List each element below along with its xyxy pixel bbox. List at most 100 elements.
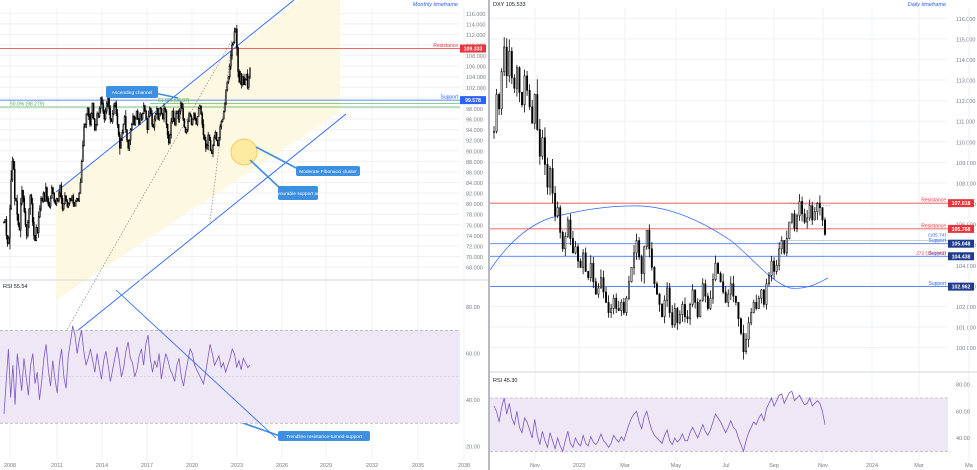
right-candle[interactable] [717, 262, 720, 274]
left-candle[interactable] [238, 71, 241, 83]
left-candle[interactable] [245, 73, 248, 80]
right-candle[interactable] [648, 229, 651, 250]
left-candle[interactable] [218, 137, 220, 146]
left-candle[interactable] [119, 134, 121, 149]
left-candle[interactable] [83, 126, 85, 146]
left-candle[interactable] [209, 139, 212, 152]
left-candle[interactable] [177, 110, 180, 120]
left-candle[interactable] [228, 65, 231, 78]
left-candle[interactable] [11, 161, 14, 181]
left-candle[interactable] [236, 28, 238, 48]
right-candle[interactable] [704, 283, 707, 297]
support-area-highlight[interactable] [230, 138, 258, 166]
left-candle[interactable] [147, 116, 150, 130]
right-candle[interactable] [666, 287, 669, 301]
right-candle[interactable] [551, 168, 554, 194]
left-candle[interactable] [80, 161, 83, 183]
right-candle[interactable] [765, 283, 768, 305]
left-candle[interactable] [46, 187, 48, 199]
left-candle[interactable] [4, 219, 6, 223]
left-candle[interactable] [237, 47, 239, 72]
right-candle[interactable] [801, 201, 804, 215]
right-candle[interactable] [813, 211, 816, 221]
right-candle[interactable] [796, 215, 798, 229]
left-candle[interactable] [151, 113, 153, 125]
right-candle[interactable] [790, 213, 793, 223]
left-candle[interactable] [201, 113, 204, 125]
right-candle[interactable] [554, 192, 557, 217]
right-candle[interactable] [816, 203, 819, 213]
left-candle[interactable] [35, 227, 38, 241]
right-candle[interactable] [740, 318, 742, 334]
right-candle[interactable] [671, 312, 674, 326]
left-candle[interactable] [36, 227, 39, 234]
left-candle[interactable] [115, 102, 118, 115]
right-candle[interactable] [582, 252, 585, 268]
fib-cluster-callout-box[interactable] [296, 166, 360, 176]
right-candle[interactable] [778, 248, 781, 266]
right-candle[interactable] [528, 90, 531, 108]
right-candle[interactable] [788, 221, 791, 239]
left-candle[interactable] [140, 113, 143, 120]
left-candle[interactable] [240, 73, 243, 85]
left-candle[interactable] [153, 118, 156, 128]
left-candle[interactable] [31, 203, 34, 223]
left-candle[interactable] [55, 198, 58, 204]
left-candle[interactable] [226, 81, 229, 91]
right-candle[interactable] [681, 304, 684, 315]
left-candle[interactable] [17, 213, 20, 226]
left-candle[interactable] [185, 129, 188, 133]
left-candle[interactable] [182, 108, 184, 120]
right-candle[interactable] [737, 302, 740, 320]
right-candle[interactable] [734, 295, 737, 303]
left-candle[interactable] [225, 89, 227, 104]
right-candle[interactable] [505, 46, 508, 77]
left-candle[interactable] [141, 113, 144, 120]
right-candle[interactable] [732, 283, 735, 297]
left-candle[interactable] [248, 76, 250, 88]
left-candle[interactable] [114, 102, 116, 107]
right-candle[interactable] [742, 332, 745, 353]
right-candle[interactable] [658, 293, 661, 305]
left-candle[interactable] [52, 187, 54, 194]
right-candle[interactable] [635, 240, 638, 254]
right-candle[interactable] [689, 304, 692, 320]
right-candle[interactable] [518, 67, 521, 93]
right-candle[interactable] [571, 238, 574, 254]
left-candle[interactable] [188, 113, 190, 122]
left-candle[interactable] [50, 187, 53, 199]
left-candle[interactable] [110, 118, 113, 122]
right-candle[interactable] [620, 302, 623, 311]
right-candle[interactable] [533, 94, 536, 124]
left-candle[interactable] [164, 108, 166, 112]
left-candle[interactable] [206, 145, 208, 149]
right-candle[interactable] [574, 246, 577, 254]
right-candle[interactable] [508, 50, 511, 77]
left-candle[interactable] [157, 108, 159, 120]
left-candle[interactable] [19, 203, 22, 231]
left-candle[interactable] [121, 131, 123, 141]
left-candle[interactable] [179, 102, 182, 112]
right-candle[interactable] [798, 201, 801, 217]
left-candle[interactable] [191, 118, 194, 125]
left-candle[interactable] [8, 237, 10, 244]
left-candle[interactable] [68, 198, 71, 204]
right-candle[interactable] [673, 308, 676, 326]
left-candle[interactable] [224, 102, 226, 112]
right-candle[interactable] [602, 277, 605, 293]
right-candle[interactable] [699, 299, 702, 318]
left-candle[interactable] [48, 203, 51, 207]
right-candle[interactable] [546, 164, 549, 188]
left-candle[interactable] [234, 28, 237, 33]
right-candle[interactable] [755, 302, 758, 309]
right-candle[interactable] [617, 308, 620, 311]
left-candle[interactable] [103, 110, 106, 120]
left-candle[interactable] [220, 121, 223, 128]
right-candle[interactable] [712, 279, 714, 299]
left-candle[interactable] [184, 126, 187, 133]
left-candle[interactable] [230, 55, 232, 67]
left-candle[interactable] [58, 192, 60, 202]
left-candle[interactable] [189, 113, 192, 117]
right-candle[interactable] [566, 219, 569, 237]
right-candle[interactable] [579, 260, 582, 268]
